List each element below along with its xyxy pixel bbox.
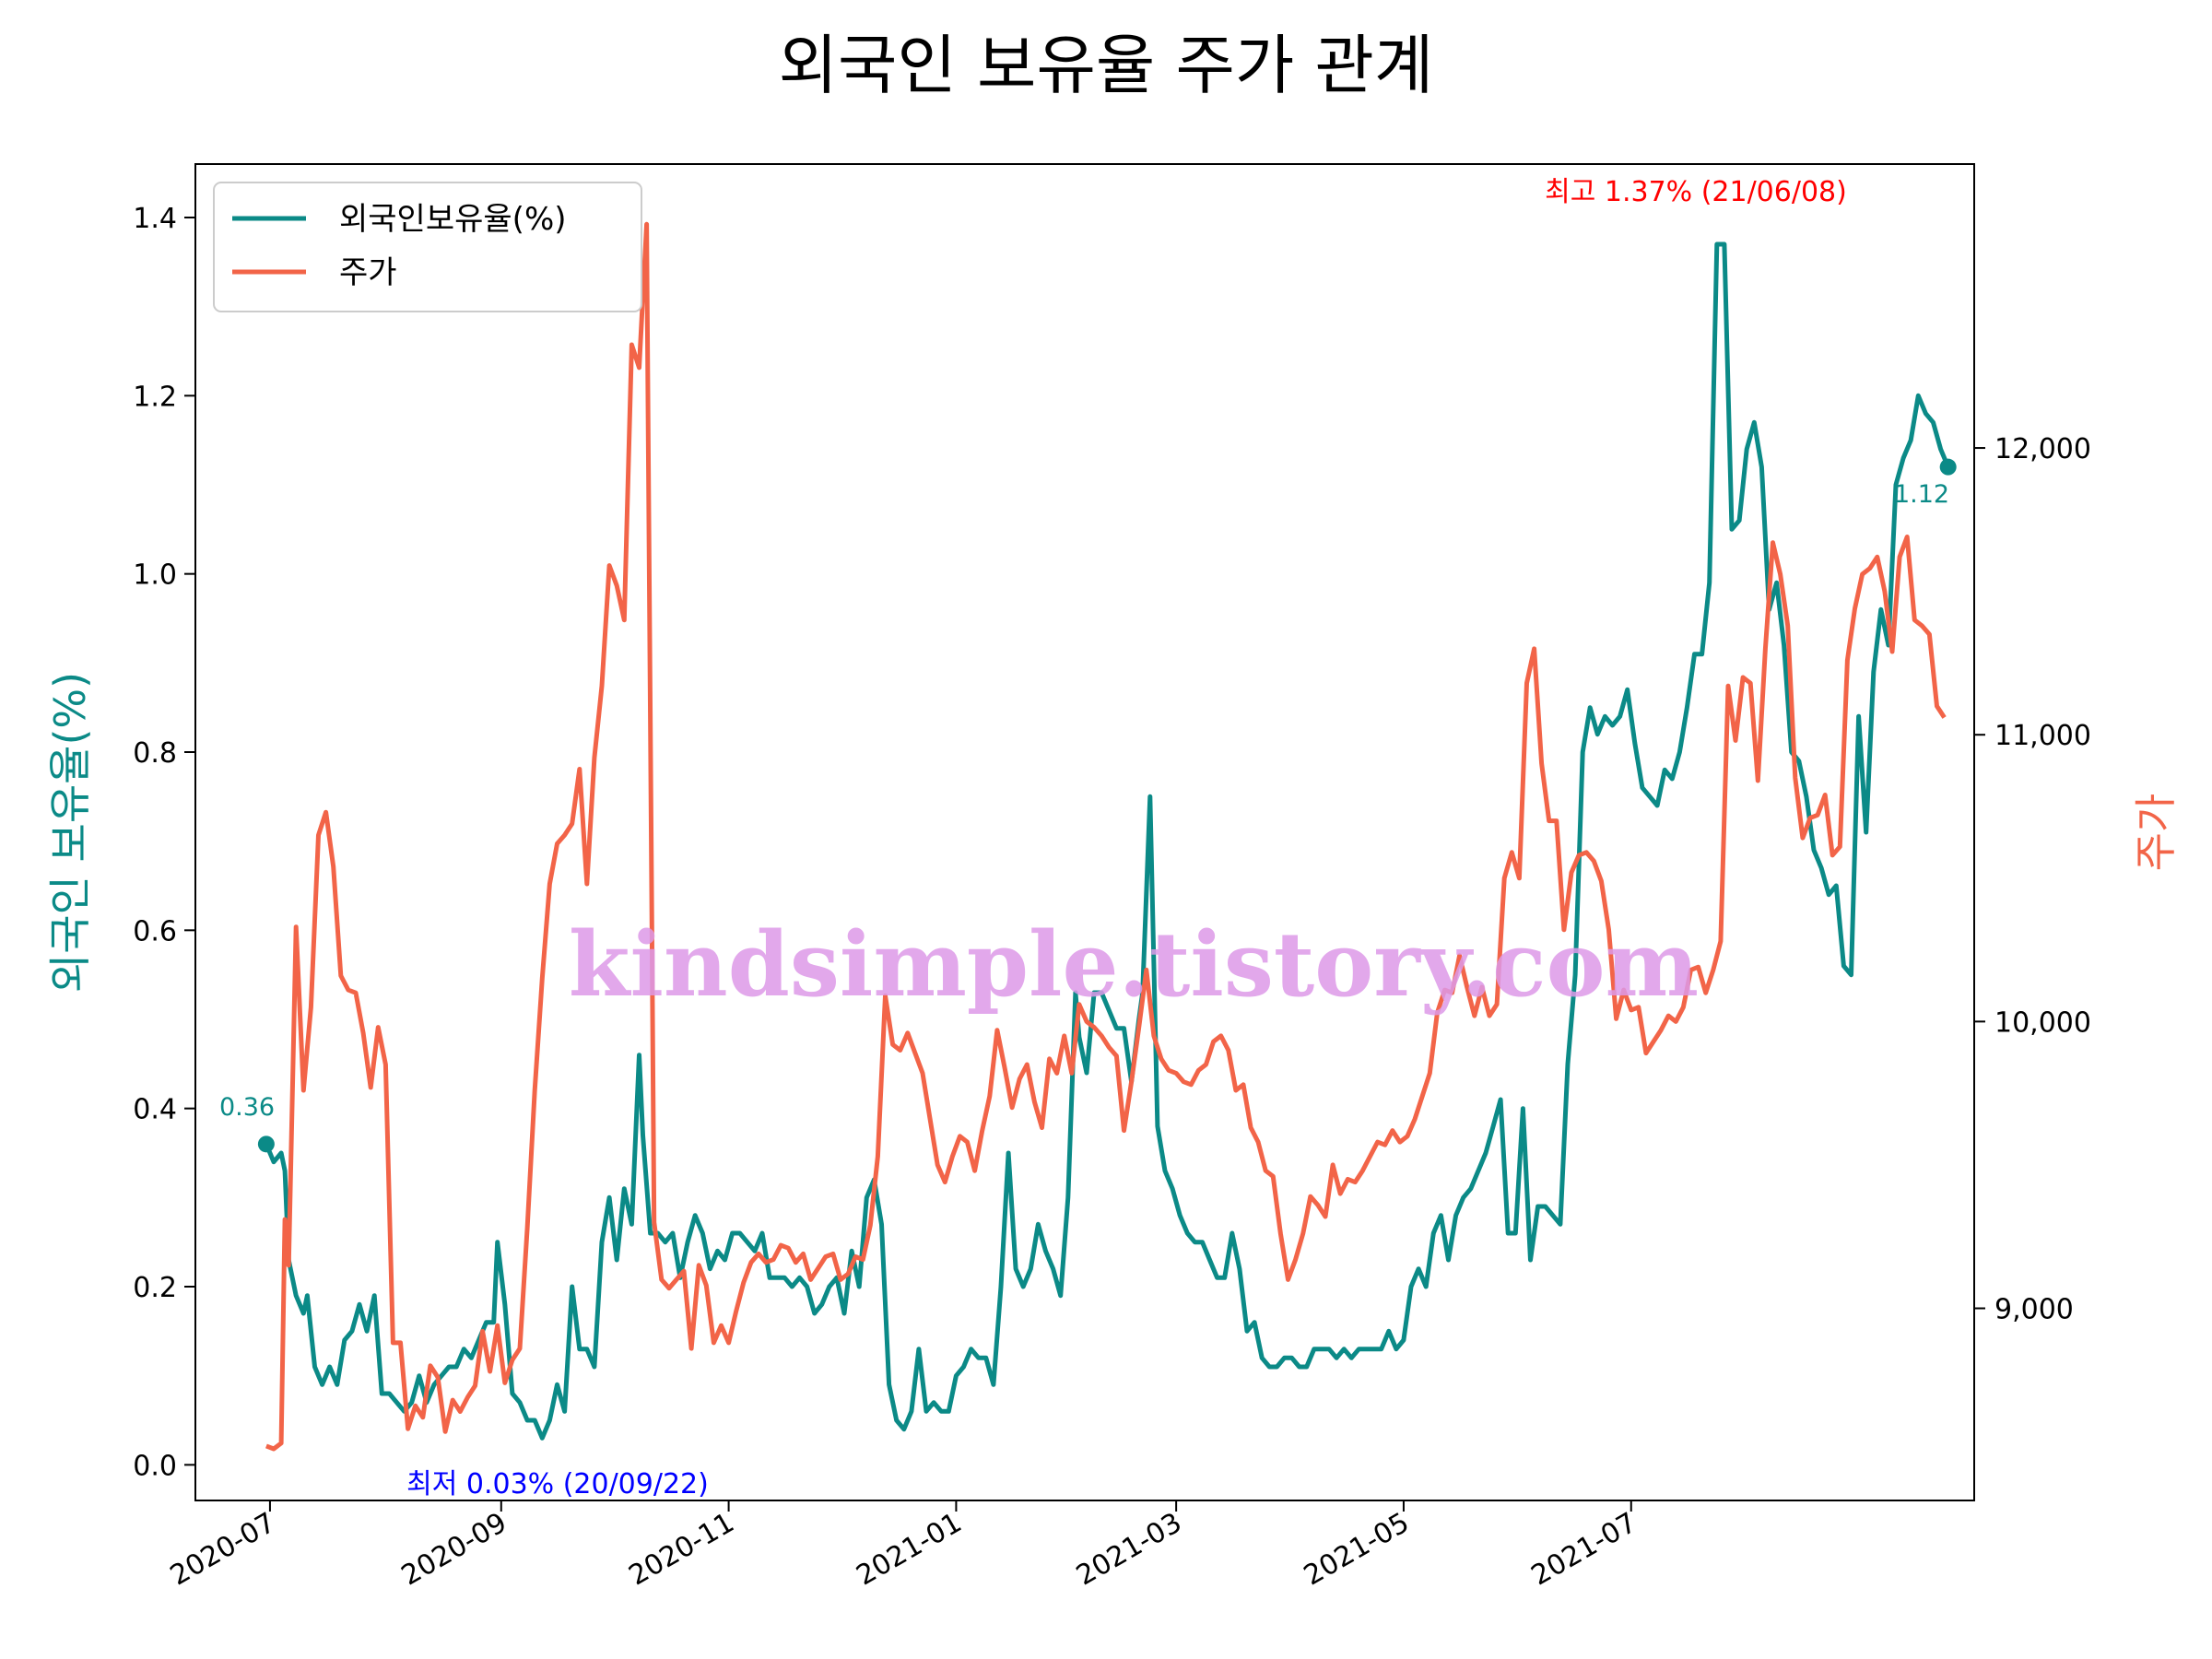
x-tick-label: 2020-11: [624, 1507, 740, 1593]
end-value-label: 1.12: [1894, 480, 1949, 509]
y-left-tick-label: 1.2: [133, 381, 177, 413]
x-axis: 2020-07 2020-09 2020-11 2021-01 2021-03 2021-…: [165, 1500, 1642, 1593]
x-tick-label: 2021-03: [1071, 1507, 1187, 1593]
y-left-tick-label: 0.2: [133, 1272, 177, 1304]
plot-area: [257, 221, 1957, 1452]
x-tick-label: 2021-07: [1526, 1507, 1642, 1593]
max-annotation: 최고 1.37% (21/06/08): [1545, 176, 1847, 208]
chart-title: 외국인 보유율 주가 관계: [779, 28, 1434, 103]
y-right-tick-label: 12,000: [1994, 433, 2091, 465]
y-left-tick-label: 1.0: [133, 559, 177, 592]
y-left-tick-label: 0.8: [133, 737, 177, 770]
watermark: kindsimple.tistory.com: [569, 912, 1699, 1017]
legend-label-foreign: 외국인보유율(%): [339, 201, 567, 238]
x-tick-label: 2021-01: [851, 1507, 967, 1593]
y-axis-right-label: 주가: [2131, 794, 2181, 872]
plot-frame: [194, 163, 1975, 1501]
legend-label-price: 주가: [339, 254, 397, 291]
x-tick-label: 2021-05: [1299, 1507, 1415, 1593]
y-right-tick-label: 9,000: [1994, 1294, 2074, 1326]
series-line-foreign: [264, 241, 1951, 1441]
series-line-price: [265, 221, 1947, 1452]
legend-box: [213, 182, 642, 312]
min-annotation: 최저 0.03% (20/09/22): [406, 1468, 709, 1500]
y-axis-left-label: 외국인 보유율(%): [45, 672, 95, 993]
start-value-label: 0.36: [219, 1093, 275, 1122]
y-axis-left: 0.0 0.2 0.4 0.6 0.8 1.0 1.2 1.4: [133, 203, 195, 1482]
start-point-marker: [257, 1135, 275, 1153]
end-point-marker: [1939, 458, 1957, 476]
x-tick-label: 2020-09: [396, 1507, 512, 1593]
y-left-tick-label: 1.4: [133, 203, 177, 235]
y-right-tick-label: 11,000: [1994, 720, 2091, 752]
x-tick-label: 2020-07: [165, 1507, 281, 1593]
y-left-tick-label: 0.0: [133, 1450, 177, 1482]
y-right-tick-label: 10,000: [1994, 1006, 2091, 1039]
y-axis-right: 9,000 10,000 11,000 12,000: [1974, 433, 2091, 1326]
y-left-tick-label: 0.4: [133, 1094, 177, 1126]
y-left-tick-label: 0.6: [133, 915, 177, 947]
legend: 외국인보유율(%) 주가: [213, 182, 642, 312]
